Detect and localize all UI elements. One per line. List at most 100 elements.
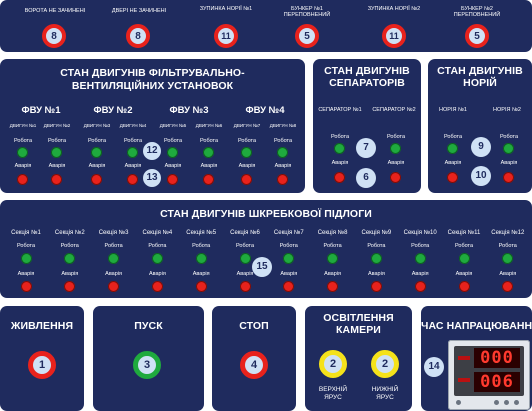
noria-run-label-1: Робота: [443, 134, 463, 140]
fvu-fault-label-7: Аварія: [238, 163, 256, 169]
floor-section-label: Секція №7: [273, 230, 304, 236]
fvu-run-led-1: [17, 147, 28, 158]
floor-run-label: Робота: [60, 243, 79, 249]
runtime-meter-button-2[interactable]: [494, 400, 499, 405]
fvu-run-label-8: Робота: [273, 138, 293, 144]
lighting-upper-indicator[interactable]: 2: [319, 350, 347, 378]
runtime-value-bottom: 006: [474, 372, 520, 392]
separator-fault-label-1: Аварія: [331, 160, 349, 166]
floor-fault-led: [20, 281, 32, 292]
fvu-fault-label-5: Аварія: [164, 163, 182, 169]
floor-fault-led: [502, 281, 514, 292]
floor-section-label: Секція №1: [11, 230, 41, 236]
noria-fault-label-1: Аварія: [444, 160, 462, 166]
alarm-label-noria1-stop: ЗУПИНКА НОРІЇ №1: [199, 6, 253, 12]
separators-title: СТАН ДВИГУНІВ СЕПАРАТОРІВ: [324, 65, 410, 89]
alarm-indicator-bunker2: 5: [465, 24, 489, 48]
fvu-fault-badge: 13: [143, 169, 161, 187]
runtime-meter-button-4[interactable]: [514, 400, 519, 405]
separator-label-1: СЕПАРАТОР №1: [318, 107, 362, 113]
alarm-indicator-gates: 8: [42, 24, 66, 48]
fvu-fault-led-4: [127, 174, 138, 185]
alarm-indicator-doors: 8: [126, 24, 150, 48]
floor-run-led: [502, 253, 514, 264]
floor-section-label: Секція №11: [447, 230, 481, 236]
lighting-lower-num: 2: [381, 358, 389, 370]
floor-panel: СТАН ДВИГУНІВ ШКРЕБКОВОЇ ПІДЛОГИ Секція …: [0, 200, 532, 298]
alarm-label-noria2-stop: ЗУПИНКА НОРІЇ №2: [367, 6, 421, 12]
stop-num: 4: [250, 359, 258, 371]
runtime-panel: ЧАС НАПРАЦЮВАННЯ 14 000 006: [421, 306, 532, 411]
floor-run-label: Робота: [16, 243, 36, 249]
floor-run-label: Робота: [235, 243, 255, 249]
floor-fault-label: Аварія: [17, 271, 35, 277]
start-button[interactable]: 3: [133, 351, 161, 379]
floor-fault-label: Аварія: [324, 271, 342, 277]
fvu-run-label-1: Робота: [13, 138, 33, 144]
alarm-num: 5: [304, 30, 310, 42]
floor-run-label: Робота: [454, 243, 474, 249]
noria-fault-label-2: Аварія: [500, 160, 518, 166]
alarm-indicator-bunker1: 5: [295, 24, 319, 48]
power-panel: ЖИВЛЕННЯ 1: [0, 306, 84, 411]
alarm-num: 8: [51, 30, 57, 42]
lighting-lower-indicator[interactable]: 2: [371, 350, 399, 378]
floor-fault-label: Аварія: [367, 271, 385, 277]
runtime-meter-button-1[interactable]: [456, 400, 461, 405]
floor-section-label: Секція №10: [403, 230, 437, 236]
norias-run-badge: 9: [471, 137, 491, 157]
stop-panel: СТОП 4: [212, 306, 296, 411]
fvu-run-led-7: [241, 147, 252, 158]
floor-section-label: Секція №2: [54, 230, 85, 236]
fvu-run-label-5: Робота: [163, 138, 183, 144]
floor-fault-label: Аварія: [236, 271, 254, 277]
floor-section-label: Секція №4: [142, 230, 173, 236]
floor-run-label: Робота: [148, 243, 167, 249]
runtime-meter-bar-top: [458, 356, 470, 360]
stop-title: СТОП: [239, 320, 269, 332]
fvu-run-label-4: Робота: [123, 138, 143, 144]
floor-run-led: [64, 253, 76, 264]
fvu-fault-led-8: [277, 174, 288, 185]
fvu-run-label-3: Робота: [87, 138, 107, 144]
floor-fault-label: Аварія: [280, 271, 298, 277]
norias-title: СТАН ДВИГУНІВ НОРІЙ: [437, 65, 523, 89]
separator-fault-led-2: [390, 172, 401, 183]
runtime-title: ЧАС НАПРАЦЮВАННЯ: [421, 320, 532, 332]
alarm-num: 8: [135, 30, 141, 42]
separator-fault-led-1: [334, 172, 345, 183]
fvu-unit-2: ФВУ №2: [93, 105, 133, 116]
fvu-motor-label-8: ДВИГУН №8: [269, 123, 297, 128]
floor-section-label: Секція №9: [361, 230, 392, 236]
floor-run-label: Робота: [279, 243, 298, 249]
separator-label-2: СЕПАРАТОР №2: [372, 107, 416, 113]
fvu-motor-label-6: ДВИГУН №6: [195, 123, 223, 128]
floor-section-label: Секція №12: [491, 230, 525, 236]
fvu-unit-3: ФВУ №3: [169, 105, 209, 116]
floor-run-led: [414, 253, 426, 264]
floor-fault-led: [370, 281, 382, 292]
floor-run-label: Робота: [192, 243, 211, 249]
floor-run-led: [20, 253, 32, 264]
floor-run-led: [239, 253, 251, 264]
alarm-label-bunker2-full: БУНКЕР №2 ПЕРЕПОВНЕНИЙ: [453, 6, 501, 18]
alarm-num: 11: [389, 31, 399, 41]
separators-panel: СТАН ДВИГУНІВ СЕПАРАТОРІВ СЕПАРАТОР №1 С…: [313, 59, 421, 193]
floor-fault-led: [239, 281, 251, 292]
floor-run-led: [108, 253, 120, 264]
noria-label-2: НОРІЯ №2: [493, 107, 521, 113]
norias-panel: СТАН ДВИГУНІВ НОРІЙ НОРІЯ №1 НОРІЯ №2 Ро…: [428, 59, 532, 193]
floor-run-led: [370, 253, 382, 264]
fvu-motor-label-1: ДВИГУН №1: [9, 123, 37, 128]
fvu-motor-label-4: ДВИГУН №4: [119, 123, 147, 128]
runtime-meter-button-3[interactable]: [504, 400, 509, 405]
floor-run-label: Робота: [498, 243, 517, 249]
fvu-fault-label-3: Аварія: [88, 163, 106, 169]
floor-badge: 15: [252, 257, 272, 277]
fvu-run-led-6: [203, 147, 214, 158]
fvu-run-badge: 12: [143, 142, 161, 160]
floor-fault-label: Аварія: [105, 271, 123, 277]
fvu-fault-led-1: [17, 174, 28, 185]
fvu-run-label-7: Робота: [237, 138, 257, 144]
stop-button[interactable]: 4: [240, 351, 268, 379]
